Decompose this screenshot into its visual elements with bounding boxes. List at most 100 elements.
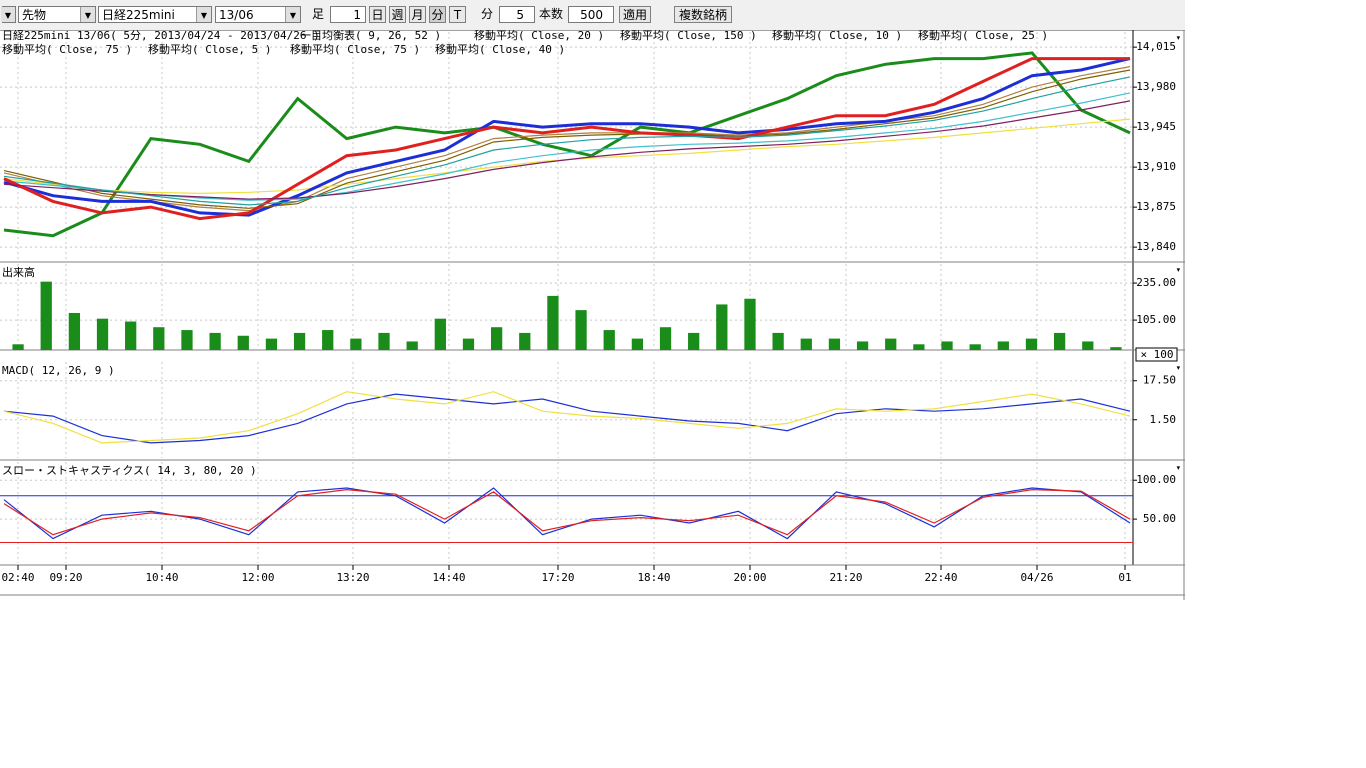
y-tick-label: 13,945: [1136, 120, 1176, 133]
bar: [1054, 333, 1065, 350]
x-tick-label: 18:40: [637, 571, 670, 584]
y-tick-label: 13,980: [1136, 80, 1176, 93]
legend-entry: 一目均衡表( 9, 26, 52 ): [300, 30, 441, 42]
contract-select[interactable]: 13/06▼: [215, 6, 301, 23]
count[interactable]: 500: [568, 6, 614, 23]
y-tick-label: 50.00: [1143, 512, 1176, 525]
symbol: 日経225mini: [102, 8, 175, 22]
scale-label: × 100: [1140, 348, 1173, 361]
panel-menu: ▾: [1176, 364, 1181, 374]
series-line: [4, 59, 1130, 219]
interval[interactable]: 5: [499, 6, 535, 23]
bar: [153, 327, 164, 350]
series-line: [4, 392, 1130, 443]
bar: [69, 313, 80, 350]
legend-entry: 移動平均( Close, 20 ): [474, 30, 604, 42]
panel-title: MACD( 12, 26, 9 ): [2, 364, 115, 377]
y-tick-label: 13,840: [1136, 240, 1176, 253]
x-tick-label: 17:20: [541, 571, 574, 584]
bar: [547, 296, 558, 350]
toolbar: ▼ 先物▼ 日経225mini▼ 13/06▼ 足 1 日 週 月 分 T 分 …: [0, 0, 1185, 31]
panel-title: 出来高: [2, 265, 35, 279]
bar: [41, 282, 52, 350]
bar: [519, 333, 530, 350]
panel-menu: ▾: [1176, 34, 1181, 44]
x-tick-label: 21:20: [829, 571, 862, 584]
y-tick-label: 235.00: [1136, 276, 1176, 289]
tick-button[interactable]: T: [449, 6, 466, 23]
bar-count[interactable]: 1: [330, 6, 366, 23]
y-tick-label: 13,875: [1136, 200, 1176, 213]
bar: [97, 319, 108, 350]
bar: [604, 330, 615, 350]
legend-entry: 移動平均( Close, 40 ): [435, 42, 565, 56]
label: 本数: [539, 6, 563, 23]
legend-entry: 移動平均( Close, 150 ): [620, 30, 757, 42]
bar: [1082, 341, 1093, 350]
bar: [660, 327, 671, 350]
bar: [435, 319, 446, 350]
legend-entry: 移動平均( Close, 5 ): [148, 42, 271, 56]
panel-title: スロー・ストキャスティクス( 14, 3, 80, 20 ): [2, 464, 257, 477]
bar: [575, 310, 586, 350]
x-tick-label: 04/26: [1020, 571, 1053, 584]
legend-entry: 移動平均( Close, 75 ): [290, 42, 420, 56]
x-tick-label: 13:20: [336, 571, 369, 584]
legend-entry: 移動平均( Close, 25 ): [918, 30, 1048, 42]
apply-button[interactable]: 適用: [619, 6, 651, 23]
bar: [463, 339, 474, 350]
bar: [998, 341, 1009, 350]
y-tick-label: 100.00: [1136, 473, 1176, 486]
series-line: [4, 490, 1130, 535]
bar: [294, 333, 305, 350]
legend-entry: 移動平均( Close, 10 ): [772, 30, 902, 42]
multi-button[interactable]: 複数銘柄: [674, 6, 732, 23]
y-tick-label: 17.50: [1143, 374, 1176, 387]
bar: [885, 339, 896, 350]
bar: [181, 330, 192, 350]
bar: [857, 341, 868, 350]
bar: [209, 333, 220, 350]
x-tick-label: 12:00: [241, 571, 274, 584]
menu-arrow[interactable]: ▼: [2, 6, 16, 23]
contract: 13/06: [219, 8, 254, 22]
bar: [744, 299, 755, 350]
bar: [322, 330, 333, 350]
panel-title: 日経225mini 13/06( 5分, 2013/04/24 - 2013/0…: [2, 30, 320, 42]
week-button[interactable]: 週: [389, 6, 406, 23]
series-line: [4, 394, 1130, 443]
panel-menu: ▾: [1176, 266, 1181, 276]
y-tick-label: 105.00: [1136, 313, 1176, 326]
bar: [1110, 347, 1121, 350]
x-tick-label: 01: [1118, 571, 1131, 584]
month-button[interactable]: 月: [409, 6, 426, 23]
x-tick-label: 22:40: [924, 571, 957, 584]
day-button[interactable]: 日: [369, 6, 386, 23]
minute-button[interactable]: 分: [429, 6, 446, 23]
market-select[interactable]: 先物▼: [18, 6, 96, 23]
y-tick-label: 14,015: [1136, 40, 1176, 53]
bar: [238, 336, 249, 350]
bar: [970, 344, 981, 350]
x-tick-label: 10:40: [145, 571, 178, 584]
bar: [941, 341, 952, 350]
bar: [266, 339, 277, 350]
bar: [125, 322, 136, 350]
bar: [378, 333, 389, 350]
bar: [716, 304, 727, 350]
x-tick-label: 14:40: [432, 571, 465, 584]
bar: [491, 327, 502, 350]
bar: [801, 339, 812, 350]
bar: [12, 344, 23, 350]
bar: [913, 344, 924, 350]
label: 分: [481, 6, 493, 23]
y-tick-label: 1.50: [1150, 413, 1177, 426]
y-tick-label: 13,910: [1136, 160, 1176, 173]
symbol-select[interactable]: 日経225mini▼: [98, 6, 212, 23]
chart-area: 02:4009:2010:4012:0013:2014:4017:2018:40…: [0, 30, 1185, 600]
bar: [350, 339, 361, 350]
panel-menu: ▾: [1176, 464, 1181, 474]
label: 足: [312, 6, 324, 23]
bar: [772, 333, 783, 350]
x-tick-label: 09:20: [49, 571, 82, 584]
